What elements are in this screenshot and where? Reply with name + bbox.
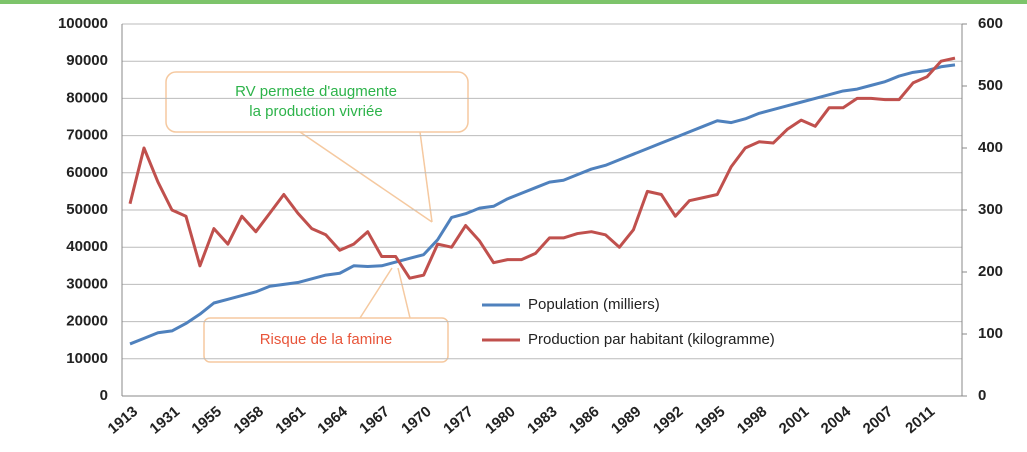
series-line [128, 56, 956, 280]
legend-label: Population (milliers) [528, 296, 660, 313]
legend-label: Production par habitant (kilogramme) [528, 331, 775, 348]
y-tick-label: 70000 [66, 127, 108, 144]
annotation-pointer [397, 267, 411, 319]
y-tick-label: 90000 [66, 52, 108, 69]
y-tick-label: 80000 [66, 89, 108, 106]
annotation-pointer [359, 267, 393, 319]
y-tick-label: 30000 [66, 275, 108, 292]
y2-tick-label: 100 [978, 325, 1003, 342]
annotation: Risque de la famine [260, 331, 393, 348]
y-tick-label: 20000 [66, 313, 108, 330]
y2-tick-label: 500 [978, 77, 1003, 94]
y2-tick-label: 400 [978, 139, 1003, 156]
annotation: RV permete d'augmente [235, 83, 397, 100]
y-tick-label: 40000 [66, 238, 108, 255]
y2-tick-label: 600 [978, 15, 1003, 32]
annotation: la production vivriée [249, 103, 382, 120]
annotation-box [165, 71, 469, 133]
y-tick-label: 0 [100, 387, 108, 404]
series-line [129, 63, 956, 346]
y-tick-label: 60000 [66, 164, 108, 181]
y-tick-label: 10000 [66, 350, 108, 367]
annotation-pointer [299, 131, 433, 223]
y2-tick-label: 300 [978, 201, 1003, 218]
y2-tick-label: 200 [978, 263, 1003, 280]
y-tick-label: 100000 [58, 15, 108, 32]
y2-tick-label: 0 [978, 387, 986, 404]
y-tick-label: 50000 [66, 201, 108, 218]
annotation-box [203, 317, 449, 363]
annotation-pointer [419, 131, 433, 223]
top-border [0, 0, 1027, 4]
